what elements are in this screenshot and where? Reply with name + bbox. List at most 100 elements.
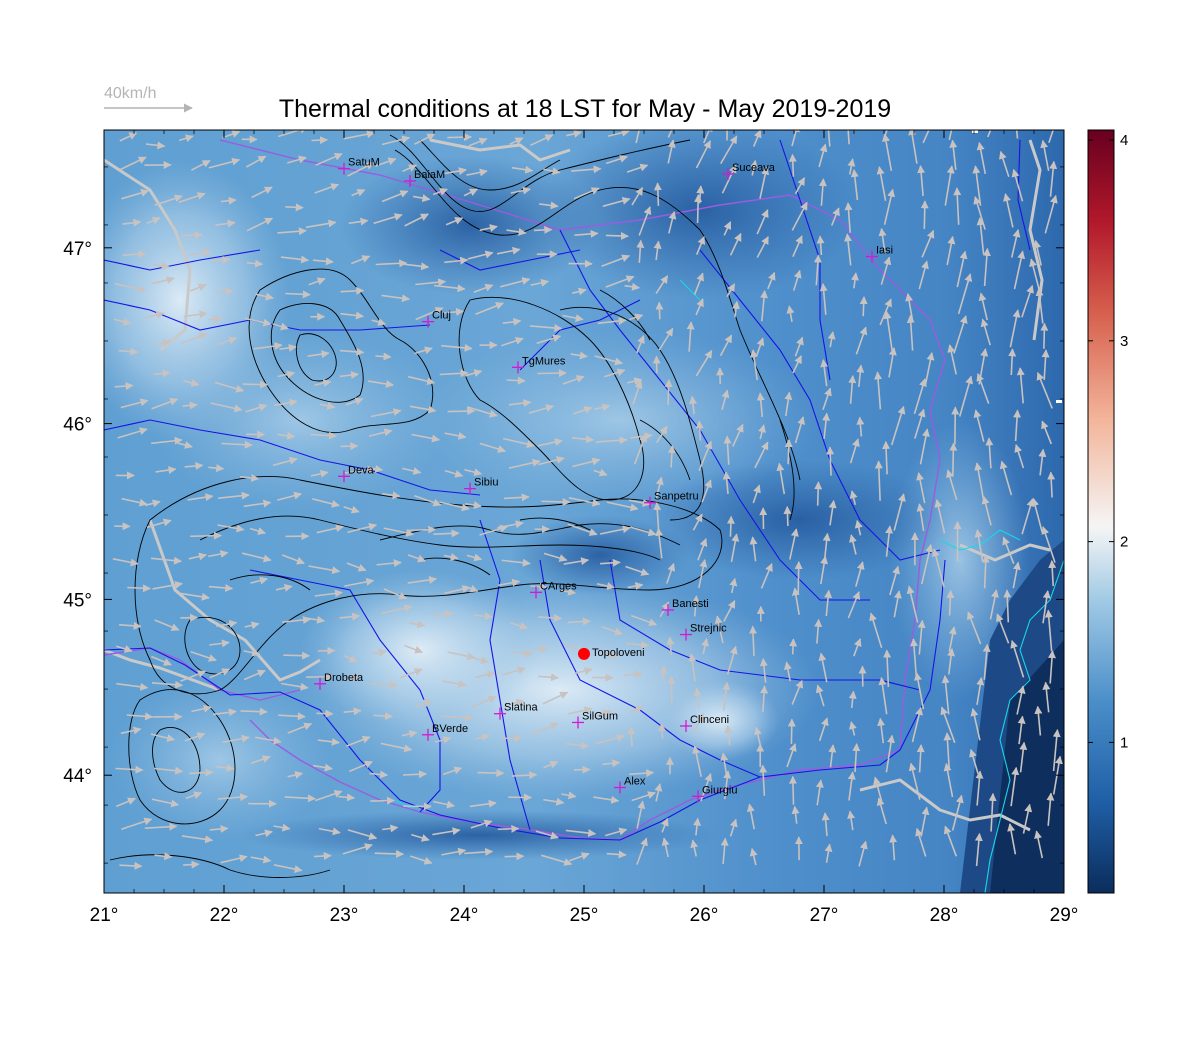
wind-arrow — [253, 342, 283, 351]
y-tick-label: 46° — [63, 415, 92, 436]
wind-arrow — [628, 313, 644, 322]
wind-arrow — [878, 676, 888, 715]
wind-arrow — [440, 713, 474, 722]
wind-arrow — [855, 561, 865, 587]
wind-arrow — [442, 307, 464, 316]
wind-arrow — [760, 290, 768, 322]
wind-arrow — [246, 259, 264, 268]
wind-arrow — [404, 262, 430, 271]
wind-arrow — [541, 497, 571, 506]
wind-arrow — [443, 553, 459, 561]
wind-arrow — [1009, 309, 1021, 348]
wind-arrow — [345, 397, 364, 406]
wind-arrow — [150, 733, 176, 742]
wind-arrow — [277, 130, 309, 138]
wind-arrow — [919, 428, 930, 465]
wind-arrow — [273, 864, 303, 873]
wind-arrow — [698, 440, 713, 472]
wind-arrow — [374, 849, 405, 858]
wind-arrow — [466, 406, 498, 418]
wind-arrow — [249, 527, 266, 535]
wind-arrow — [981, 554, 990, 589]
wind-arrow — [510, 186, 531, 195]
wind-arrow — [726, 645, 738, 675]
wind-arrow — [606, 850, 627, 859]
x-tick-label: 29° — [1050, 905, 1079, 926]
wind-arrow — [177, 441, 193, 449]
x-tick-label: 26° — [690, 905, 719, 926]
wind-arrow — [820, 555, 829, 585]
wind-arrow — [1010, 639, 1025, 678]
wind-arrow — [815, 684, 825, 707]
wind-arrow — [827, 130, 831, 147]
wind-arrow — [916, 472, 926, 504]
colorbar-tick-label: 1 — [1120, 734, 1128, 751]
wind-arrow — [1042, 590, 1051, 624]
wind-arrow — [851, 272, 859, 289]
wind-arrow — [827, 331, 836, 348]
wind-arrow — [631, 614, 658, 626]
wind-arrow — [121, 497, 148, 507]
wind-arrow — [464, 369, 483, 377]
wind-arrow — [593, 795, 620, 804]
wind-arrow — [786, 743, 797, 768]
y-tick-label: 44° — [63, 766, 92, 787]
wind-arrow — [367, 380, 394, 388]
wind-arrow — [885, 734, 895, 773]
wind-arrow — [305, 219, 337, 229]
city-slatina: Slatina — [494, 702, 539, 720]
y-tick-label: 47° — [63, 239, 92, 260]
wind-arrow — [1041, 420, 1053, 445]
wind-arrow — [665, 562, 676, 584]
wind-arrow — [433, 529, 460, 538]
wind-arrow — [208, 584, 234, 592]
wind-arrow — [695, 350, 713, 377]
wind-arrow — [402, 164, 418, 173]
wind-arrow — [668, 211, 677, 234]
wind-arrow — [188, 552, 207, 561]
wind-arrow — [408, 375, 436, 386]
wind-arrow — [121, 817, 153, 830]
wind-arrow — [824, 589, 833, 617]
wind-arrow — [442, 679, 467, 688]
wind-arrow — [154, 766, 184, 775]
wind-arrow — [375, 157, 397, 167]
wind-arrow — [783, 505, 792, 527]
wind-arrow — [849, 534, 857, 555]
wind-arrow — [948, 130, 953, 140]
city-drobeta: Drobeta — [314, 672, 364, 690]
wind-arrow — [719, 334, 733, 357]
wind-arrow — [633, 433, 648, 465]
wind-arrow — [921, 229, 935, 258]
wind-arrow — [957, 273, 973, 315]
wind-arrow — [208, 550, 229, 558]
wind-arrow — [314, 589, 343, 598]
wind-arrow — [949, 442, 958, 477]
wind-arrow — [531, 722, 559, 736]
wind-arrow — [509, 137, 524, 146]
wind-arrow — [572, 287, 587, 296]
wind-arrow — [400, 668, 423, 679]
wind-arrow — [693, 817, 701, 836]
wind-arrow — [595, 709, 612, 718]
wind-arrow — [475, 302, 504, 315]
wind-arrow — [120, 726, 142, 735]
wind-arrow — [664, 379, 673, 405]
wind-arrow — [723, 221, 732, 236]
wind-arrow — [210, 402, 243, 413]
wind-arrow — [627, 726, 636, 747]
wind-arrow — [695, 298, 704, 316]
wind-arrow — [276, 491, 303, 501]
wind-arrow — [409, 405, 437, 414]
wind-arrow — [847, 771, 856, 801]
wind-arrow — [1040, 139, 1050, 172]
wind-arrow — [958, 375, 973, 417]
wind-arrow — [118, 156, 147, 171]
wind-arrow — [917, 165, 926, 197]
wind-arrow — [150, 655, 172, 666]
wind-arrow — [753, 726, 762, 747]
wind-arrow — [565, 741, 590, 750]
wind-arrow — [339, 347, 365, 356]
wind-arrow — [432, 800, 455, 809]
wind-arrow — [890, 405, 906, 446]
